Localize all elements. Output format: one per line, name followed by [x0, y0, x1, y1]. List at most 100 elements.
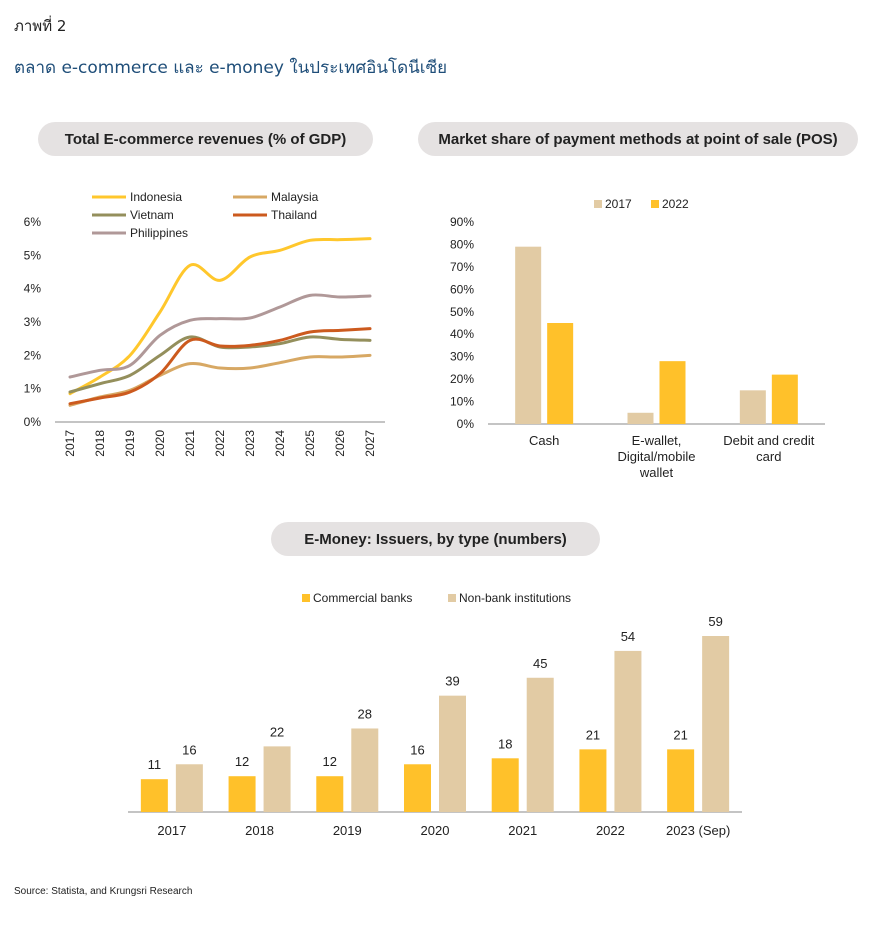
legend-label: Indonesia [130, 190, 182, 204]
x-tick-label: 2021 [183, 430, 197, 457]
legend-label: 2017 [605, 197, 632, 211]
category-label: Cash [529, 433, 559, 448]
bar-2022 [547, 323, 574, 424]
category-label: Digital/mobile [617, 449, 695, 464]
y-tick-label: 80% [450, 237, 474, 251]
bar-non-bank-institutions [702, 636, 730, 812]
legend-swatch [448, 594, 456, 602]
bar-2017 [515, 246, 542, 424]
data-label: 39 [445, 674, 459, 689]
data-label: 45 [533, 656, 547, 671]
legend-label: Malaysia [271, 190, 319, 204]
bar-commercial-banks [316, 776, 344, 812]
legend-label: Non-bank institutions [459, 591, 571, 605]
bar-commercial-banks [228, 776, 256, 812]
legend-label: Philippines [130, 226, 188, 240]
bar-2017 [739, 390, 766, 424]
bar-non-bank-institutions [263, 746, 291, 812]
data-label: 16 [182, 742, 196, 757]
data-label: 22 [270, 724, 284, 739]
x-tick-label: 2020 [153, 430, 167, 457]
y-tick-label: 0% [457, 417, 475, 431]
y-tick-label: 20% [450, 372, 474, 386]
y-tick-label: 40% [450, 327, 474, 341]
legend-label: 2022 [662, 197, 689, 211]
y-tick-label: 6% [24, 215, 42, 229]
bar-2017 [627, 412, 654, 424]
x-tick-label: 2018 [93, 430, 107, 457]
y-tick-label: 3% [24, 315, 42, 329]
category-label: Debit and credit [723, 433, 814, 448]
payment-chart-title: Market share of payment methods at point… [418, 122, 858, 156]
data-label: 28 [358, 706, 372, 721]
category-label: 2020 [421, 823, 450, 838]
category-label: 2017 [157, 823, 186, 838]
legend-swatch [651, 200, 659, 208]
y-tick-label: 10% [450, 395, 474, 409]
category-label: E-wallet, [632, 433, 682, 448]
payment-bar-chart: 0% 10% 20% 30% 40% 50% 60% 70% 80% 90% Cash E-walle… [450, 197, 825, 480]
y-tick-label: 50% [450, 305, 474, 319]
ecommerce-line-chart: 0% 1% 2% 3% 4% 5% 6% 2017 2018 2019 2020 2021 2022 20… [24, 190, 385, 457]
category-label: wallet [639, 465, 674, 480]
y-tick-label: 0% [24, 415, 42, 429]
bar-non-bank-institutions [439, 695, 466, 812]
series-line-malaysia [68, 353, 372, 407]
legend-label: Vietnam [130, 208, 174, 222]
series-line-philippines [68, 293, 372, 379]
ecommerce-chart-title: Total E-commerce revenues (% of GDP) [38, 122, 373, 156]
y-tick-label: 4% [24, 282, 42, 296]
category-label: 2019 [333, 823, 362, 838]
x-tick-label: 2017 [63, 430, 77, 457]
bar-non-bank-institutions [526, 677, 554, 812]
bar-commercial-banks [404, 764, 431, 812]
y-tick-label: 60% [450, 282, 474, 296]
category-label: card [756, 449, 781, 464]
bar-commercial-banks [667, 749, 695, 812]
category-label: 2023 (Sep) [666, 823, 730, 838]
data-label: 18 [498, 736, 512, 751]
data-label: 21 [673, 727, 687, 742]
x-tick-label: 2023 [243, 430, 257, 457]
y-tick-label: 2% [24, 348, 42, 362]
series-line-thailand [68, 327, 372, 406]
emoney-chart-title: E-Money: Issuers, by type (numbers) [271, 522, 600, 556]
y-tick-label: 30% [450, 350, 474, 364]
bar-non-bank-institutions [175, 764, 203, 812]
category-label: 2022 [596, 823, 625, 838]
x-tick-label: 2027 [363, 430, 377, 457]
bar-non-bank-institutions [614, 650, 642, 812]
data-label: 59 [708, 614, 722, 629]
legend-swatch [302, 594, 310, 602]
data-label: 12 [235, 754, 249, 769]
figure-title: ตลาด e-commerce และ e-money ในประเทศอินโ… [14, 58, 448, 78]
data-label: 11 [148, 757, 162, 772]
category-label: 2021 [508, 823, 537, 838]
source-note: Source: Statista, and Krungsri Research [14, 886, 193, 897]
legend-swatch [594, 200, 602, 208]
x-tick-label: 2024 [273, 430, 287, 457]
x-tick-label: 2026 [333, 430, 347, 457]
x-tick-label: 2025 [303, 430, 317, 457]
bar-2022 [771, 374, 798, 424]
data-label: 16 [410, 742, 424, 757]
bar-commercial-banks [491, 758, 519, 812]
bar-commercial-banks [579, 749, 607, 812]
y-tick-label: 1% [24, 382, 42, 396]
series-line-indonesia [68, 237, 372, 396]
data-label: 21 [586, 727, 600, 742]
y-tick-label: 70% [450, 260, 474, 274]
y-tick-label: 90% [450, 215, 474, 229]
figure-label: ภาพที่ 2 [14, 17, 67, 35]
bar-2022 [659, 361, 686, 424]
data-label: 12 [323, 754, 337, 769]
x-tick-label: 2022 [213, 430, 227, 457]
bar-non-bank-institutions [351, 728, 379, 812]
y-tick-label: 5% [24, 248, 42, 262]
category-label: 2018 [245, 823, 274, 838]
bar-commercial-banks [140, 779, 168, 812]
x-tick-label: 2019 [123, 430, 137, 457]
data-label: 54 [621, 629, 635, 644]
legend-label: Thailand [271, 208, 317, 222]
